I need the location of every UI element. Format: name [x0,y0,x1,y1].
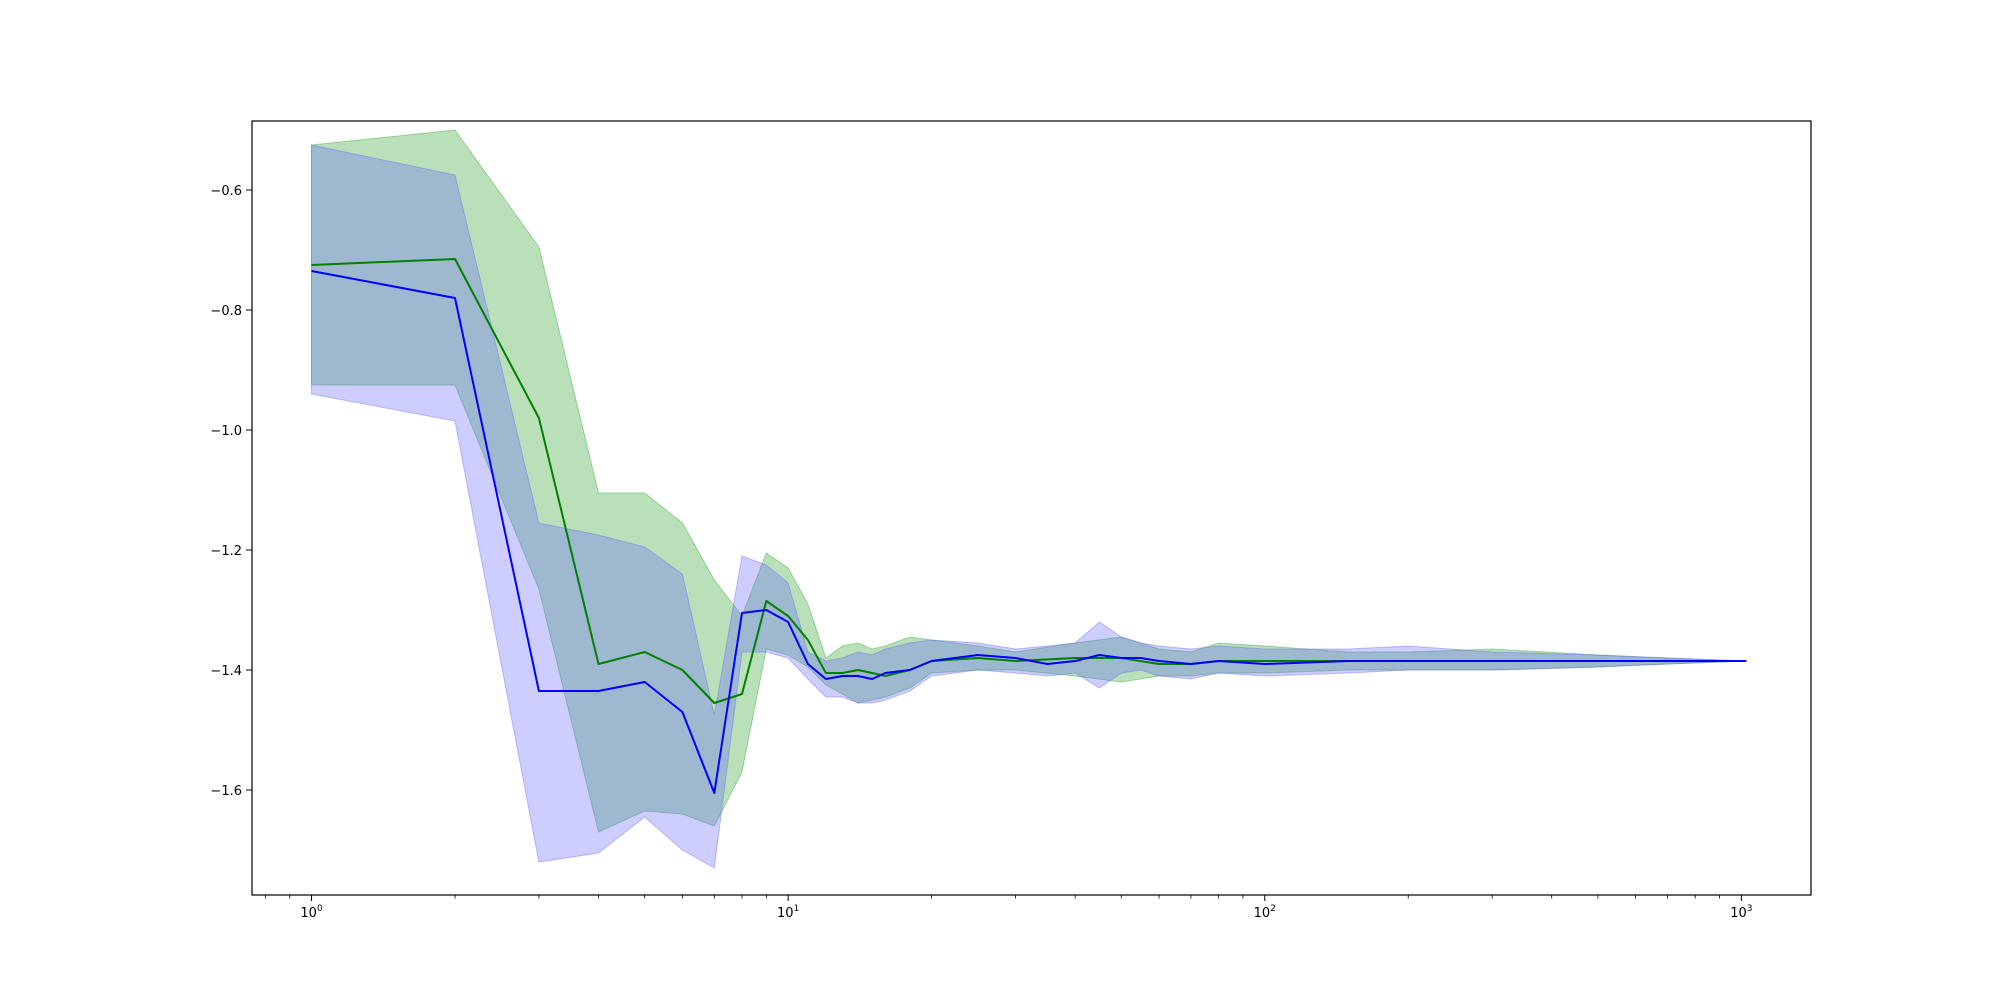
series-lines [311,258,1747,794]
y-tick-label: −1.2 [210,544,242,559]
y-tick-label: −1.6 [210,784,242,799]
y-tick-label: −0.6 [210,184,242,199]
y-tick-label: −0.8 [210,304,242,319]
y-tick-label: −1.0 [210,424,242,439]
confidence-bands [311,129,1747,869]
x-tick-label: 103 [1730,904,1752,921]
x-axis: 100 101 102 103 [264,895,1752,921]
series-2-band [311,144,1747,869]
plot-frame [251,120,1812,896]
y-tick-label: −1.4 [210,664,242,679]
x-tick-label: 100 [300,904,323,921]
series-1-band [311,129,1747,833]
y-axis: −0.6 −0.8 −1.0 −1.2 −1.4 −1.6 [210,184,252,799]
x-tick-label: 102 [1254,904,1276,921]
x-tick-label: 101 [777,904,799,921]
series-2-line [311,270,1747,794]
